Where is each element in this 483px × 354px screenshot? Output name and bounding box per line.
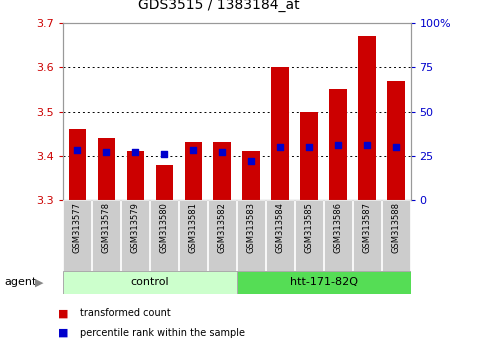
Text: GSM313580: GSM313580: [160, 202, 169, 253]
Bar: [266, 200, 294, 271]
Point: [131, 149, 139, 155]
Text: GSM313577: GSM313577: [73, 202, 82, 253]
Bar: [237, 271, 411, 294]
Bar: [69, 129, 86, 200]
Text: ■: ■: [58, 308, 69, 318]
Bar: [300, 112, 318, 200]
Text: GSM313583: GSM313583: [247, 202, 256, 253]
Text: GSM313585: GSM313585: [305, 202, 313, 253]
Point: [73, 148, 81, 153]
Bar: [242, 151, 260, 200]
Bar: [185, 142, 202, 200]
Bar: [121, 200, 149, 271]
Bar: [63, 200, 91, 271]
Bar: [92, 200, 120, 271]
Point: [363, 142, 371, 148]
Bar: [127, 151, 144, 200]
Text: GSM313578: GSM313578: [102, 202, 111, 253]
Bar: [213, 142, 231, 200]
Bar: [179, 200, 207, 271]
Bar: [98, 138, 115, 200]
Text: GSM313587: GSM313587: [363, 202, 371, 253]
Bar: [271, 67, 289, 200]
Text: GSM313582: GSM313582: [218, 202, 227, 253]
Text: agent: agent: [5, 277, 37, 287]
Point: [102, 149, 110, 155]
Text: htt-171-82Q: htt-171-82Q: [290, 277, 357, 287]
Text: GSM313579: GSM313579: [131, 202, 140, 253]
Text: ■: ■: [58, 328, 69, 338]
Bar: [295, 200, 323, 271]
Bar: [63, 271, 237, 294]
Text: control: control: [130, 277, 169, 287]
Bar: [156, 165, 173, 200]
Bar: [329, 90, 347, 200]
Text: GSM313586: GSM313586: [334, 202, 342, 253]
Text: GSM313588: GSM313588: [392, 202, 400, 253]
Text: GSM313581: GSM313581: [189, 202, 198, 253]
Bar: [237, 200, 265, 271]
Text: ▶: ▶: [35, 277, 43, 287]
Point: [276, 144, 284, 150]
Point: [392, 144, 400, 150]
Bar: [324, 200, 352, 271]
Point: [334, 142, 342, 148]
Point: [247, 158, 255, 164]
Bar: [387, 81, 405, 200]
Text: transformed count: transformed count: [80, 308, 170, 318]
Point: [305, 144, 313, 150]
Bar: [150, 200, 178, 271]
Bar: [358, 36, 376, 200]
Text: percentile rank within the sample: percentile rank within the sample: [80, 328, 245, 338]
Bar: [382, 200, 410, 271]
Bar: [353, 200, 381, 271]
Point: [218, 149, 226, 155]
Point: [189, 148, 197, 153]
Text: GDS3515 / 1383184_at: GDS3515 / 1383184_at: [139, 0, 300, 12]
Point: [160, 151, 168, 157]
Bar: [208, 200, 236, 271]
Text: GSM313584: GSM313584: [276, 202, 284, 253]
